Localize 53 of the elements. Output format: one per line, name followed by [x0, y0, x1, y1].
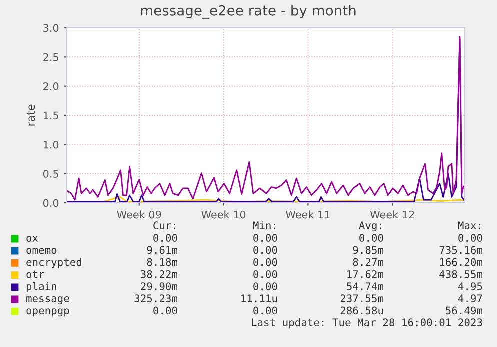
text: 11.11u: [242, 294, 278, 303]
legend-label: message: [26, 296, 70, 305]
text: 438.55m: [440, 270, 483, 278]
text: Last update: Tue Mar 28 16:00:01 2023: [252, 318, 482, 329]
text: 8.27m: [353, 258, 384, 266]
text: 735.16m: [440, 246, 483, 254]
text: 0.00: [254, 282, 278, 290]
text: 0.00: [254, 258, 278, 266]
legend-label: omemo: [26, 248, 57, 254]
legend-label: ox: [26, 236, 38, 242]
text: 237.55m: [340, 294, 384, 303]
legend-label: plain: [26, 282, 56, 292]
text: 166.20m: [440, 258, 483, 266]
text: 0.00: [254, 270, 278, 278]
text: 0.00: [154, 306, 178, 315]
text: 54.74m: [347, 282, 384, 290]
text: Min:: [253, 221, 276, 230]
legend-label: encrypted: [26, 258, 82, 268]
y-tick-label: 1.0: [44, 140, 59, 149]
text: Cur:: [154, 222, 176, 230]
x-tick-label: Week 10: [202, 210, 246, 219]
y-tick-label: 1.5: [44, 112, 58, 120]
y-tick-label: 0.5: [43, 170, 58, 178]
text: 0.00: [254, 306, 278, 315]
legend-label: openpgp: [26, 308, 70, 317]
chart-title: message_e2ee rate - by month: [141, 5, 356, 19]
y-axis-title: rate: [27, 104, 36, 126]
text: 29.90m: [141, 282, 178, 290]
y-tick-label: 2.5: [44, 53, 58, 62]
text: 4.95: [458, 282, 482, 290]
text: 4.97: [458, 294, 482, 303]
text: Max:: [458, 222, 480, 230]
y-tick-label: 2.0: [44, 82, 59, 90]
x-tick-label: Week 09: [117, 210, 162, 219]
text: Avg:: [359, 222, 382, 232]
text: 9.61m: [147, 246, 178, 254]
text: 17.62m: [348, 270, 384, 278]
text: 0.00: [254, 246, 278, 254]
text: 8.18m: [147, 258, 178, 266]
text: 0.00: [254, 234, 278, 242]
text: 0.00: [360, 234, 384, 242]
x-tick-label: Week 12: [370, 210, 414, 219]
text: 325.23m: [134, 294, 178, 303]
text: 286.58u: [340, 306, 384, 315]
text: 0.00: [458, 234, 482, 242]
x-tick-label: Week 11: [286, 210, 330, 219]
text: 9.85m: [353, 246, 384, 254]
y-tick-label: 3.0: [44, 24, 59, 32]
y-tick-label: 0.0: [43, 199, 59, 208]
text: 0.00: [154, 234, 178, 242]
text: 56.49m: [446, 306, 483, 315]
legend-label: otr: [26, 270, 44, 278]
text: 38.22m: [141, 270, 178, 278]
